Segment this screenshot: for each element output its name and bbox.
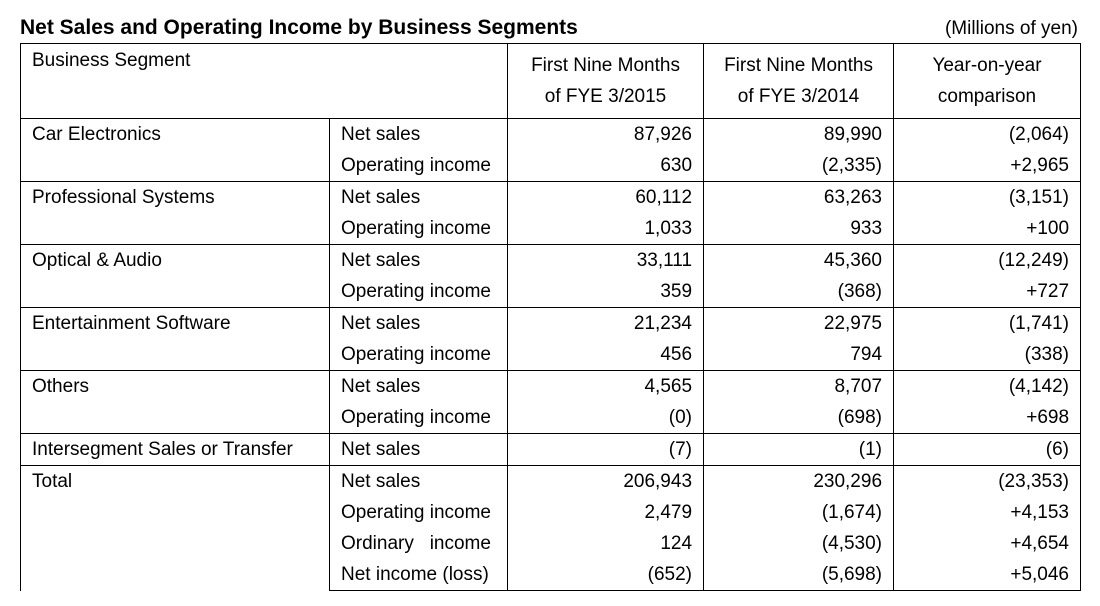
table-header-row: Business Segment First Nine Months of FY… [19, 43, 1082, 119]
row-label: Operating income [328, 276, 509, 308]
value-fye2015: 124 [507, 528, 705, 559]
value-fye2014: 794 [703, 339, 895, 371]
value-fye2014: 45,360 [703, 244, 895, 276]
segment-name: Professional Systems [20, 181, 330, 245]
value-fye2015: 33,111 [507, 244, 705, 276]
value-yoy: (3,151) [893, 181, 1082, 213]
table-row: Operating income 359 (368) +727 [21, 276, 1082, 308]
value-yoy: (12,249) [893, 244, 1082, 276]
table-row: Professional Systems Net sales 60,112 63,26… [20, 181, 1082, 245]
segment-name: Intersegment Sales or Transfer [20, 433, 330, 466]
table-row: Total Net sales 206,943 230,296 (23,353) [20, 465, 1082, 591]
table-row: Entertainment Software Net sales 21,234 22,… [20, 307, 1082, 371]
value-yoy: (23,353) [893, 465, 1082, 497]
page-title: Net Sales and Operating Income by Busine… [20, 16, 578, 39]
row-label: Net sales [328, 118, 509, 150]
header-fye2014-line2: of FYE 3/2014 [737, 86, 860, 107]
table-row: Others Net sales 4,565 8,707 (4,142) [20, 370, 1082, 434]
header-fye2014: First Nine Months of FYE 3/2014 [703, 43, 895, 119]
value-yoy: (1,741) [893, 307, 1082, 339]
row-label: Operating income [328, 497, 509, 528]
segment-name: Car Electronics [20, 118, 330, 182]
value-fye2015: 87,926 [507, 118, 705, 150]
value-fye2014: (1) [703, 433, 895, 466]
header-yoy-line2: comparison [937, 86, 1037, 107]
row-label: Operating income [328, 402, 509, 434]
value-fye2015: 21,234 [507, 307, 705, 339]
value-fye2014: 89,990 [703, 118, 895, 150]
table-row: Operating income (0) (698) +698 [21, 402, 1082, 434]
row-label: Ordinary income [328, 528, 509, 559]
row-label: Net income (loss) [328, 559, 509, 591]
value-yoy: (338) [893, 339, 1082, 371]
table-row: Net income (loss) (652) (5,698) +5,046 [21, 559, 1082, 591]
value-fye2015: 2,479 [507, 497, 705, 528]
value-fye2014: 22,975 [703, 307, 895, 339]
value-yoy: +727 [893, 276, 1082, 308]
title-row: Net Sales and Operating Income by Busine… [20, 14, 1080, 42]
segment-name: Optical & Audio [20, 244, 330, 308]
unit-note: (Millions of yen) [944, 18, 1078, 39]
value-fye2014: (4,530) [703, 528, 895, 559]
value-fye2014: 8,707 [703, 370, 895, 402]
table-row: Operating income 1,033 933 +100 [21, 213, 1082, 245]
value-yoy: (6) [893, 433, 1082, 466]
value-yoy: (2,064) [893, 118, 1082, 150]
value-fye2015: 630 [507, 150, 705, 182]
header-yoy: Year-on-year comparison [893, 43, 1082, 119]
value-fye2015: 1,033 [507, 213, 705, 245]
row-label: Operating income [328, 213, 509, 245]
value-fye2015: 4,565 [507, 370, 705, 402]
value-yoy: +4,654 [893, 528, 1082, 559]
header-fye2014-line1: First Nine Months [724, 55, 873, 76]
value-fye2014: (698) [703, 402, 895, 434]
value-yoy: +100 [893, 213, 1082, 245]
segment-name: Entertainment Software [20, 307, 330, 371]
row-label: Net sales [328, 244, 509, 276]
row-label: Operating income [328, 339, 509, 371]
segment-name: Others [20, 370, 330, 434]
value-fye2014: (368) [703, 276, 895, 308]
value-yoy: +698 [893, 402, 1082, 434]
segment-table: Business Segment First Nine Months of FY… [19, 43, 1082, 591]
value-yoy: +4,153 [893, 497, 1082, 528]
value-fye2014: (1,674) [703, 497, 895, 528]
row-label: Operating income [328, 150, 509, 182]
header-fye2015: First Nine Months of FYE 3/2015 [507, 43, 705, 119]
value-fye2015: 456 [507, 339, 705, 371]
row-label: Net sales [328, 433, 509, 466]
value-fye2015: 60,112 [507, 181, 705, 213]
value-fye2014: 63,263 [703, 181, 895, 213]
table-row: Car Electronics Net sales 87,926 89,990 (2,0… [20, 118, 1082, 182]
value-fye2015: (7) [507, 433, 705, 466]
value-yoy: +5,046 [893, 559, 1082, 591]
table-row: Operating income 456 794 (338) [21, 339, 1082, 371]
value-fye2015: (0) [507, 402, 705, 434]
value-fye2014: (5,698) [703, 559, 895, 591]
value-fye2015: (652) [507, 559, 705, 591]
value-fye2015: 206,943 [507, 465, 705, 497]
header-fye2015-line2: of FYE 3/2015 [544, 86, 667, 107]
row-label: Net sales [328, 181, 509, 213]
value-yoy: +2,965 [893, 150, 1082, 182]
segment-name: Total [20, 465, 330, 591]
table-row: Operating income 630 (2,335) +2,965 [21, 150, 1082, 182]
value-fye2015: 359 [507, 276, 705, 308]
header-business-segment: Business Segment [19, 43, 509, 119]
row-label: Net sales [328, 370, 509, 402]
value-fye2014: (2,335) [703, 150, 895, 182]
table-row: Intersegment Sales or Transfer Net sales(… [20, 433, 1082, 466]
value-fye2014: 230,296 [703, 465, 895, 497]
header-fye2015-line1: First Nine Months [531, 55, 680, 76]
row-label: Net sales [328, 307, 509, 339]
value-yoy: (4,142) [893, 370, 1082, 402]
row-label: Net sales [328, 465, 509, 497]
table-row: Optical & Audio Net sales 33,111 45,360 (12,… [20, 244, 1082, 308]
header-yoy-line1: Year-on-year [932, 55, 1042, 76]
table-row: Operating income 2,479 (1,674) +4,153 [21, 497, 1082, 528]
table-row: Ordinary income 124 (4,530) +4,654 [21, 528, 1082, 559]
value-fye2014: 933 [703, 213, 895, 245]
